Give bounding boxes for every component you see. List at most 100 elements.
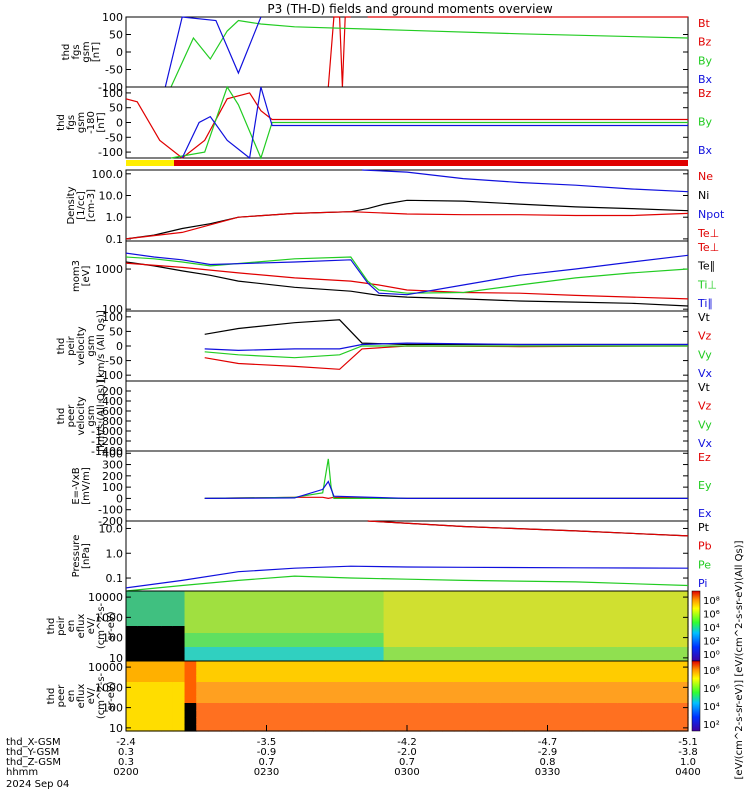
heatmap-cell bbox=[535, 619, 549, 627]
heatmap-cell bbox=[172, 647, 186, 655]
y-tick-label: 50 bbox=[109, 102, 123, 115]
heatmap-cell bbox=[453, 626, 467, 634]
heatmap-cell bbox=[383, 633, 396, 641]
heatmap-cell bbox=[196, 703, 209, 711]
heatmap-cell bbox=[676, 633, 689, 641]
heatmap-cell bbox=[243, 724, 256, 732]
legend-entry: Vt bbox=[698, 381, 711, 394]
heatmap-cell bbox=[325, 654, 338, 662]
heatmap-cell bbox=[418, 710, 432, 718]
heatmap-cell bbox=[442, 619, 455, 627]
heatmap-cell bbox=[488, 717, 502, 725]
heatmap-cell bbox=[254, 647, 268, 655]
heatmap-cell bbox=[664, 703, 677, 711]
y-tick-label: 0 bbox=[116, 492, 123, 505]
panel-frame bbox=[125, 380, 689, 452]
heatmap-cell bbox=[289, 689, 303, 697]
heatmap-cell bbox=[301, 703, 314, 711]
heatmap-cell bbox=[219, 633, 232, 641]
x-axis-value: 0330 bbox=[535, 767, 560, 778]
heatmap-cell bbox=[488, 675, 502, 683]
heatmap-cell bbox=[395, 724, 408, 732]
heatmap-cell bbox=[617, 591, 631, 599]
heatmap-cell bbox=[594, 626, 607, 634]
heatmap-cell bbox=[488, 640, 502, 648]
heatmap-cell bbox=[395, 717, 408, 725]
heatmap-cell bbox=[137, 654, 151, 662]
heatmap-cell bbox=[418, 682, 432, 690]
heatmap-cell bbox=[383, 612, 396, 620]
heatmap-cell bbox=[547, 626, 560, 634]
heatmap-cell bbox=[383, 703, 396, 711]
y-axis-label: eV/ bbox=[86, 687, 97, 704]
heatmap-cell bbox=[664, 654, 677, 662]
heatmap-cell bbox=[652, 668, 666, 676]
heatmap-cell bbox=[243, 675, 256, 683]
heatmap-cell bbox=[360, 654, 373, 662]
heatmap-cell bbox=[161, 647, 174, 655]
heatmap-cell bbox=[172, 703, 186, 711]
heatmap-cell bbox=[196, 668, 209, 676]
heatmap-cell bbox=[278, 591, 291, 599]
heatmap-cell bbox=[149, 598, 162, 606]
mode-status-bar bbox=[126, 160, 688, 166]
heatmap-cell bbox=[172, 710, 186, 718]
heatmap-cell bbox=[500, 626, 513, 634]
heatmap-cell bbox=[231, 591, 244, 599]
y-tick-label: 100.0 bbox=[92, 168, 124, 181]
heatmap-cell bbox=[313, 661, 326, 669]
heatmap-cell bbox=[547, 710, 560, 718]
heatmap-cell bbox=[231, 724, 244, 732]
heatmap-cell bbox=[488, 703, 502, 711]
heatmap-cell bbox=[278, 640, 291, 648]
heatmap-cell bbox=[606, 682, 619, 690]
heatmap-cell bbox=[453, 591, 467, 599]
heatmap-cell bbox=[289, 619, 303, 627]
heatmap-cell bbox=[266, 654, 279, 662]
heatmap-cell bbox=[231, 703, 244, 711]
heatmap-cell bbox=[407, 703, 420, 711]
heatmap-cell bbox=[371, 682, 385, 690]
heatmap-cell bbox=[500, 682, 513, 690]
heatmap-cell bbox=[641, 647, 654, 655]
heatmap-cell bbox=[524, 668, 537, 676]
heatmap-cell bbox=[184, 605, 197, 613]
heatmap-cell bbox=[184, 696, 197, 704]
heatmap-cell bbox=[371, 717, 385, 725]
heatmap-cell bbox=[594, 605, 607, 613]
heatmap-cell bbox=[196, 724, 209, 732]
heatmap-cell bbox=[442, 626, 455, 634]
heatmap-cell bbox=[453, 633, 467, 641]
legend-entry: Bx bbox=[698, 73, 713, 86]
heatmap-cell bbox=[348, 598, 361, 606]
heatmap-cell bbox=[301, 626, 314, 634]
heatmap-cell bbox=[652, 591, 666, 599]
colorbar bbox=[691, 660, 701, 732]
x-axis-value: -2.0 bbox=[397, 747, 417, 758]
heatmap-cell bbox=[371, 647, 385, 655]
heatmap-cell bbox=[301, 682, 314, 690]
heatmap-cell bbox=[219, 675, 232, 683]
y-tick-label: -400 bbox=[98, 395, 123, 408]
heatmap-cell bbox=[383, 598, 396, 606]
heatmap-cell bbox=[570, 612, 584, 620]
heatmap-cell bbox=[184, 689, 197, 697]
y-axis-label: -180 bbox=[86, 111, 97, 134]
heatmap-cell bbox=[488, 668, 502, 676]
heatmap-cell bbox=[301, 647, 314, 655]
colorbar-tick: 10⁸ bbox=[703, 596, 720, 607]
heatmap-cell bbox=[278, 626, 291, 634]
heatmap-cell bbox=[266, 661, 279, 669]
heatmap-cell bbox=[395, 682, 408, 690]
heatmap-cell bbox=[664, 724, 677, 732]
heatmap-cell bbox=[582, 633, 595, 641]
heatmap-cell bbox=[313, 724, 326, 732]
heatmap-cell bbox=[617, 689, 631, 697]
heatmap-cell bbox=[652, 626, 666, 634]
series-line-Npot bbox=[361, 169, 689, 193]
heatmap-cell bbox=[407, 717, 420, 725]
heatmap-cell bbox=[477, 591, 490, 599]
heatmap-cell bbox=[652, 605, 666, 613]
heatmap-cell bbox=[582, 689, 595, 697]
heatmap-cell bbox=[360, 619, 373, 627]
